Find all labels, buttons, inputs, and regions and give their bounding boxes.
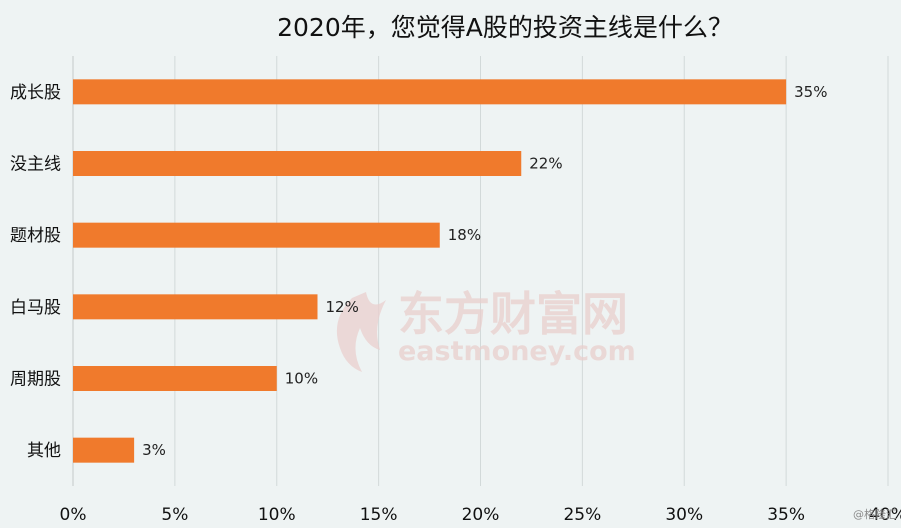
watermark-brand-cn: 东方财富网 (398, 287, 628, 341)
bar (73, 294, 318, 320)
x-tick-label: 5% (161, 505, 188, 525)
bars: 35% 22% 18% 12% 10% 3% (73, 79, 827, 463)
data-label: 18% (448, 226, 481, 244)
chart-title: 2020年，您觉得A股的投资主线是什么？ (277, 13, 733, 42)
bar (73, 222, 440, 248)
x-tick-label: 40% (869, 505, 901, 525)
x-tick-label: 20% (462, 505, 500, 525)
x-tick-label: 15% (360, 505, 398, 525)
x-tick-label: 0% (60, 505, 87, 525)
category-label: 题材股 (10, 226, 61, 246)
corner-watermark-text: 格隆汇 (864, 508, 897, 521)
x-tick-label: 10% (258, 505, 296, 525)
watermark-flame-icon (336, 292, 386, 372)
x-tick-label: 25% (563, 505, 601, 525)
category-label: 没主线 (10, 155, 61, 175)
x-tick-label: 35% (767, 505, 805, 525)
bar (73, 366, 277, 391)
data-label: 10% (285, 370, 318, 388)
watermark-brand-en: eastmoney.com (398, 336, 636, 367)
category-label: 其他 (27, 441, 61, 461)
category-label: 白马股 (10, 298, 61, 318)
data-label: 12% (326, 298, 359, 316)
x-tick-label: 30% (665, 505, 703, 525)
data-label: 22% (529, 155, 562, 173)
watermark: 东方财富网 eastmoney.com (336, 287, 636, 372)
bar (73, 151, 522, 176)
x-axis-ticks: 0% 5% 10% 15% 20% 25% 30% 35% 40% (60, 505, 901, 525)
corner-watermark: @格隆汇 (853, 508, 897, 521)
category-label: 周期股 (10, 370, 61, 390)
category-label: 成长股 (10, 83, 61, 103)
bar (73, 79, 787, 105)
data-label: 35% (794, 83, 827, 101)
data-label: 3% (142, 441, 166, 459)
gridlines (72, 56, 889, 486)
bar (73, 437, 135, 463)
